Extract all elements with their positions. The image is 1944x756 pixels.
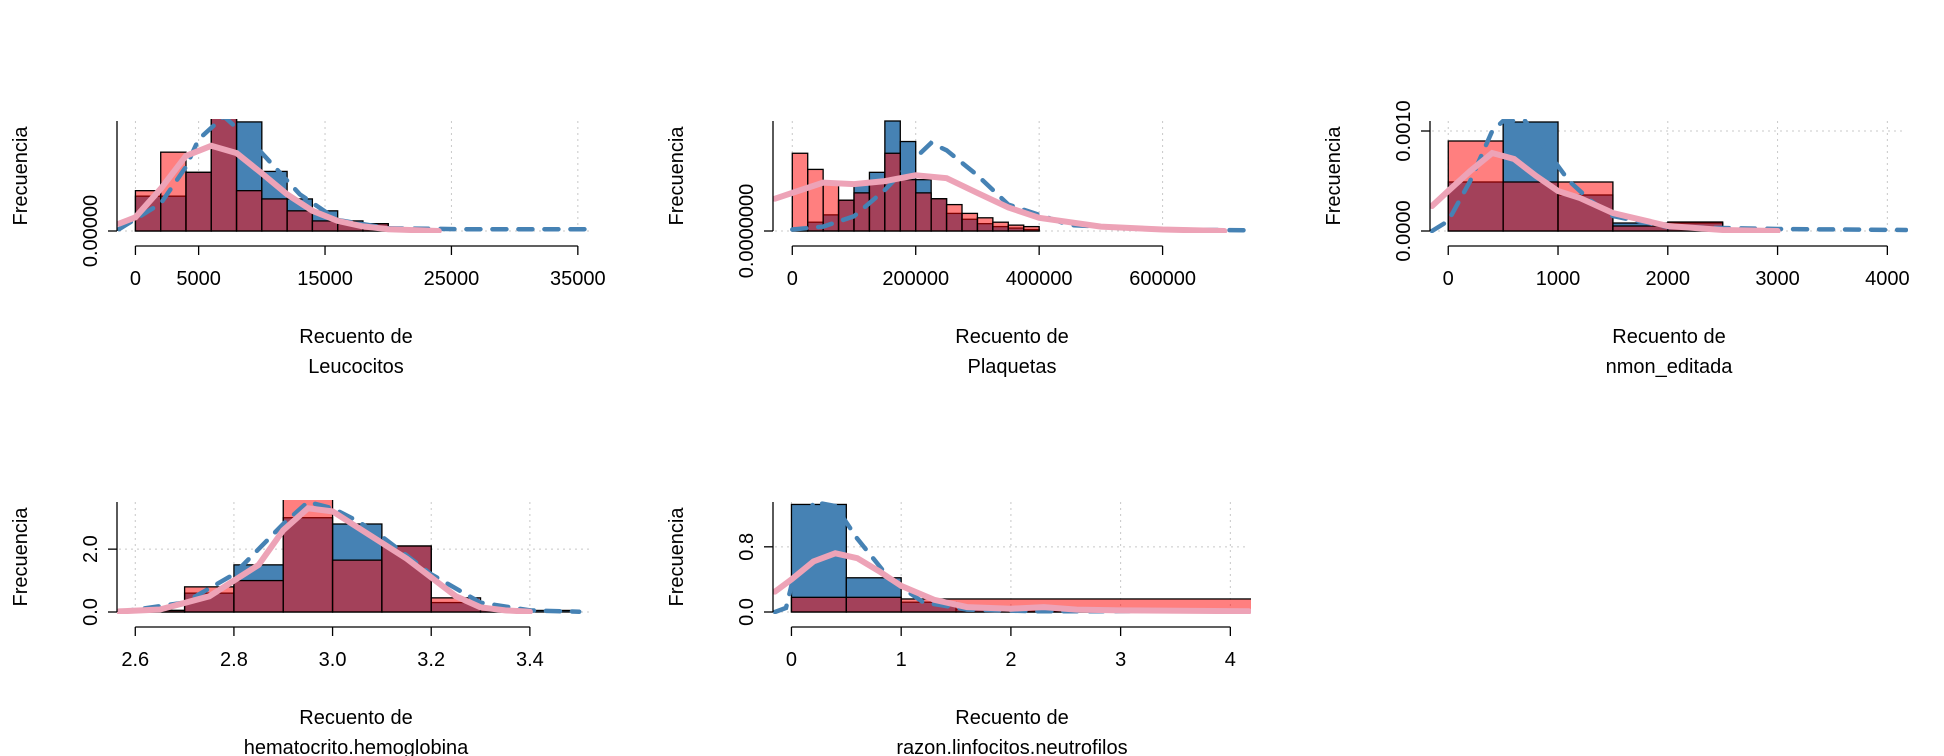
x-tick-label: 0 bbox=[130, 268, 141, 290]
density-curve bbox=[773, 172, 1228, 233]
bar bbox=[235, 190, 263, 232]
plot-area bbox=[773, 500, 1251, 614]
bar bbox=[282, 500, 334, 613]
y-tick-label: 0.0 bbox=[80, 598, 102, 626]
x-tick-label: 600000 bbox=[1129, 268, 1196, 290]
panel: 0 200000 400000 600000 0.0000000 Frecuencia Re… bbox=[666, 120, 1251, 378]
bar bbox=[210, 119, 238, 232]
x-tick-label: 5000 bbox=[176, 268, 221, 290]
bar bbox=[790, 596, 847, 613]
x-axis-label: Recuento de bbox=[299, 326, 412, 348]
bar bbox=[1023, 225, 1040, 232]
density-curve bbox=[117, 500, 582, 614]
bar bbox=[233, 579, 284, 613]
bar bbox=[261, 198, 288, 232]
y-tick-label: 2.0 bbox=[80, 535, 102, 563]
plot-area bbox=[117, 119, 593, 233]
y-axis-label: Frecuencia bbox=[666, 126, 688, 226]
x-tick-label: 3 bbox=[1115, 649, 1126, 671]
bar bbox=[930, 198, 948, 232]
panel: 2.6 2.8 3.0 3.2 3.4 0.0 2.0 Frecuencia Recuento … bbox=[10, 500, 593, 756]
panel: 0 5000 15000 25000 35000 0.00000 Frecuencia Rec… bbox=[10, 119, 606, 378]
density-curve bbox=[773, 500, 1251, 614]
bar bbox=[807, 168, 824, 232]
bar bbox=[331, 559, 383, 613]
y-tick-label: 0.8 bbox=[736, 533, 758, 561]
bar bbox=[286, 210, 314, 232]
x-axis-label: Plaquetas bbox=[968, 356, 1057, 378]
bar bbox=[992, 221, 1009, 232]
plot-area bbox=[117, 500, 582, 614]
y-axis-label: Frecuencia bbox=[10, 507, 32, 607]
plot-area bbox=[773, 120, 1251, 233]
y-tick-label: 0.00000 bbox=[80, 195, 102, 267]
x-axis-label: razon.linfocitos.neutrofilos bbox=[896, 737, 1127, 756]
x-tick-label: 3.4 bbox=[516, 649, 544, 671]
x-axis-label: Recuento de bbox=[955, 326, 1068, 348]
bar bbox=[185, 171, 212, 232]
plot-area bbox=[1430, 119, 1908, 233]
x-tick-label: 3.2 bbox=[417, 649, 445, 671]
x-tick-label: 4 bbox=[1225, 649, 1236, 671]
x-tick-label: 1000 bbox=[1536, 268, 1581, 290]
x-tick-label: 2.6 bbox=[121, 649, 149, 671]
y-axis-label: Frecuencia bbox=[1323, 126, 1345, 226]
y-tick-label: 0.0 bbox=[736, 598, 758, 626]
x-tick-label: 400000 bbox=[1006, 268, 1073, 290]
x-axis-label: Recuento de bbox=[955, 707, 1068, 729]
x-tick-label: 25000 bbox=[424, 268, 480, 290]
bar bbox=[915, 192, 932, 232]
x-tick-label: 2 bbox=[1005, 649, 1016, 671]
bar bbox=[868, 180, 886, 232]
bar bbox=[1007, 224, 1025, 232]
bar bbox=[945, 203, 963, 232]
bar bbox=[1502, 181, 1559, 232]
bar bbox=[961, 212, 979, 232]
bar bbox=[899, 179, 917, 232]
x-tick-label: 2000 bbox=[1646, 268, 1691, 290]
bar bbox=[976, 217, 994, 232]
panel: 0 1000 2000 3000 4000 0.0000 0.0010 Frecuencia R… bbox=[1323, 100, 1910, 378]
x-tick-label: 3.0 bbox=[319, 649, 347, 671]
y-axis-label: Frecuencia bbox=[10, 126, 32, 226]
bar bbox=[853, 192, 871, 232]
x-tick-label: 3000 bbox=[1755, 268, 1800, 290]
x-axis-label: Leucocitos bbox=[308, 356, 404, 378]
y-axis-label: Frecuencia bbox=[666, 507, 688, 607]
density-curve bbox=[773, 550, 1251, 614]
bar bbox=[845, 596, 902, 613]
x-tick-label: 1 bbox=[896, 649, 907, 671]
x-tick-label: 0 bbox=[1443, 268, 1454, 290]
x-tick-label: 2.8 bbox=[220, 649, 248, 671]
panel: 0 1 2 3 4 0.0 0.8 Frecuencia Recuento de razon.li… bbox=[666, 500, 1251, 756]
y-tick-label: 0.0010 bbox=[1393, 100, 1415, 161]
x-axis-label: nmon_editada bbox=[1606, 356, 1734, 378]
x-tick-label: 35000 bbox=[550, 268, 606, 290]
y-tick-label: 0.0000000 bbox=[736, 184, 758, 279]
bar bbox=[884, 152, 901, 232]
x-tick-label: 15000 bbox=[297, 268, 353, 290]
x-axis-label: Recuento de bbox=[1612, 326, 1725, 348]
x-axis-label: Recuento de bbox=[299, 707, 412, 729]
x-tick-label: 200000 bbox=[882, 268, 949, 290]
x-tick-label: 0 bbox=[786, 649, 797, 671]
density-curve bbox=[1430, 149, 1781, 233]
x-tick-label: 4000 bbox=[1865, 268, 1910, 290]
x-tick-label: 0 bbox=[787, 268, 798, 290]
y-tick-label: 0.0000 bbox=[1393, 200, 1415, 261]
density-curve bbox=[117, 505, 533, 614]
x-axis-label: hematocrito.hemoglobina bbox=[244, 737, 469, 756]
density-curve bbox=[117, 142, 442, 233]
